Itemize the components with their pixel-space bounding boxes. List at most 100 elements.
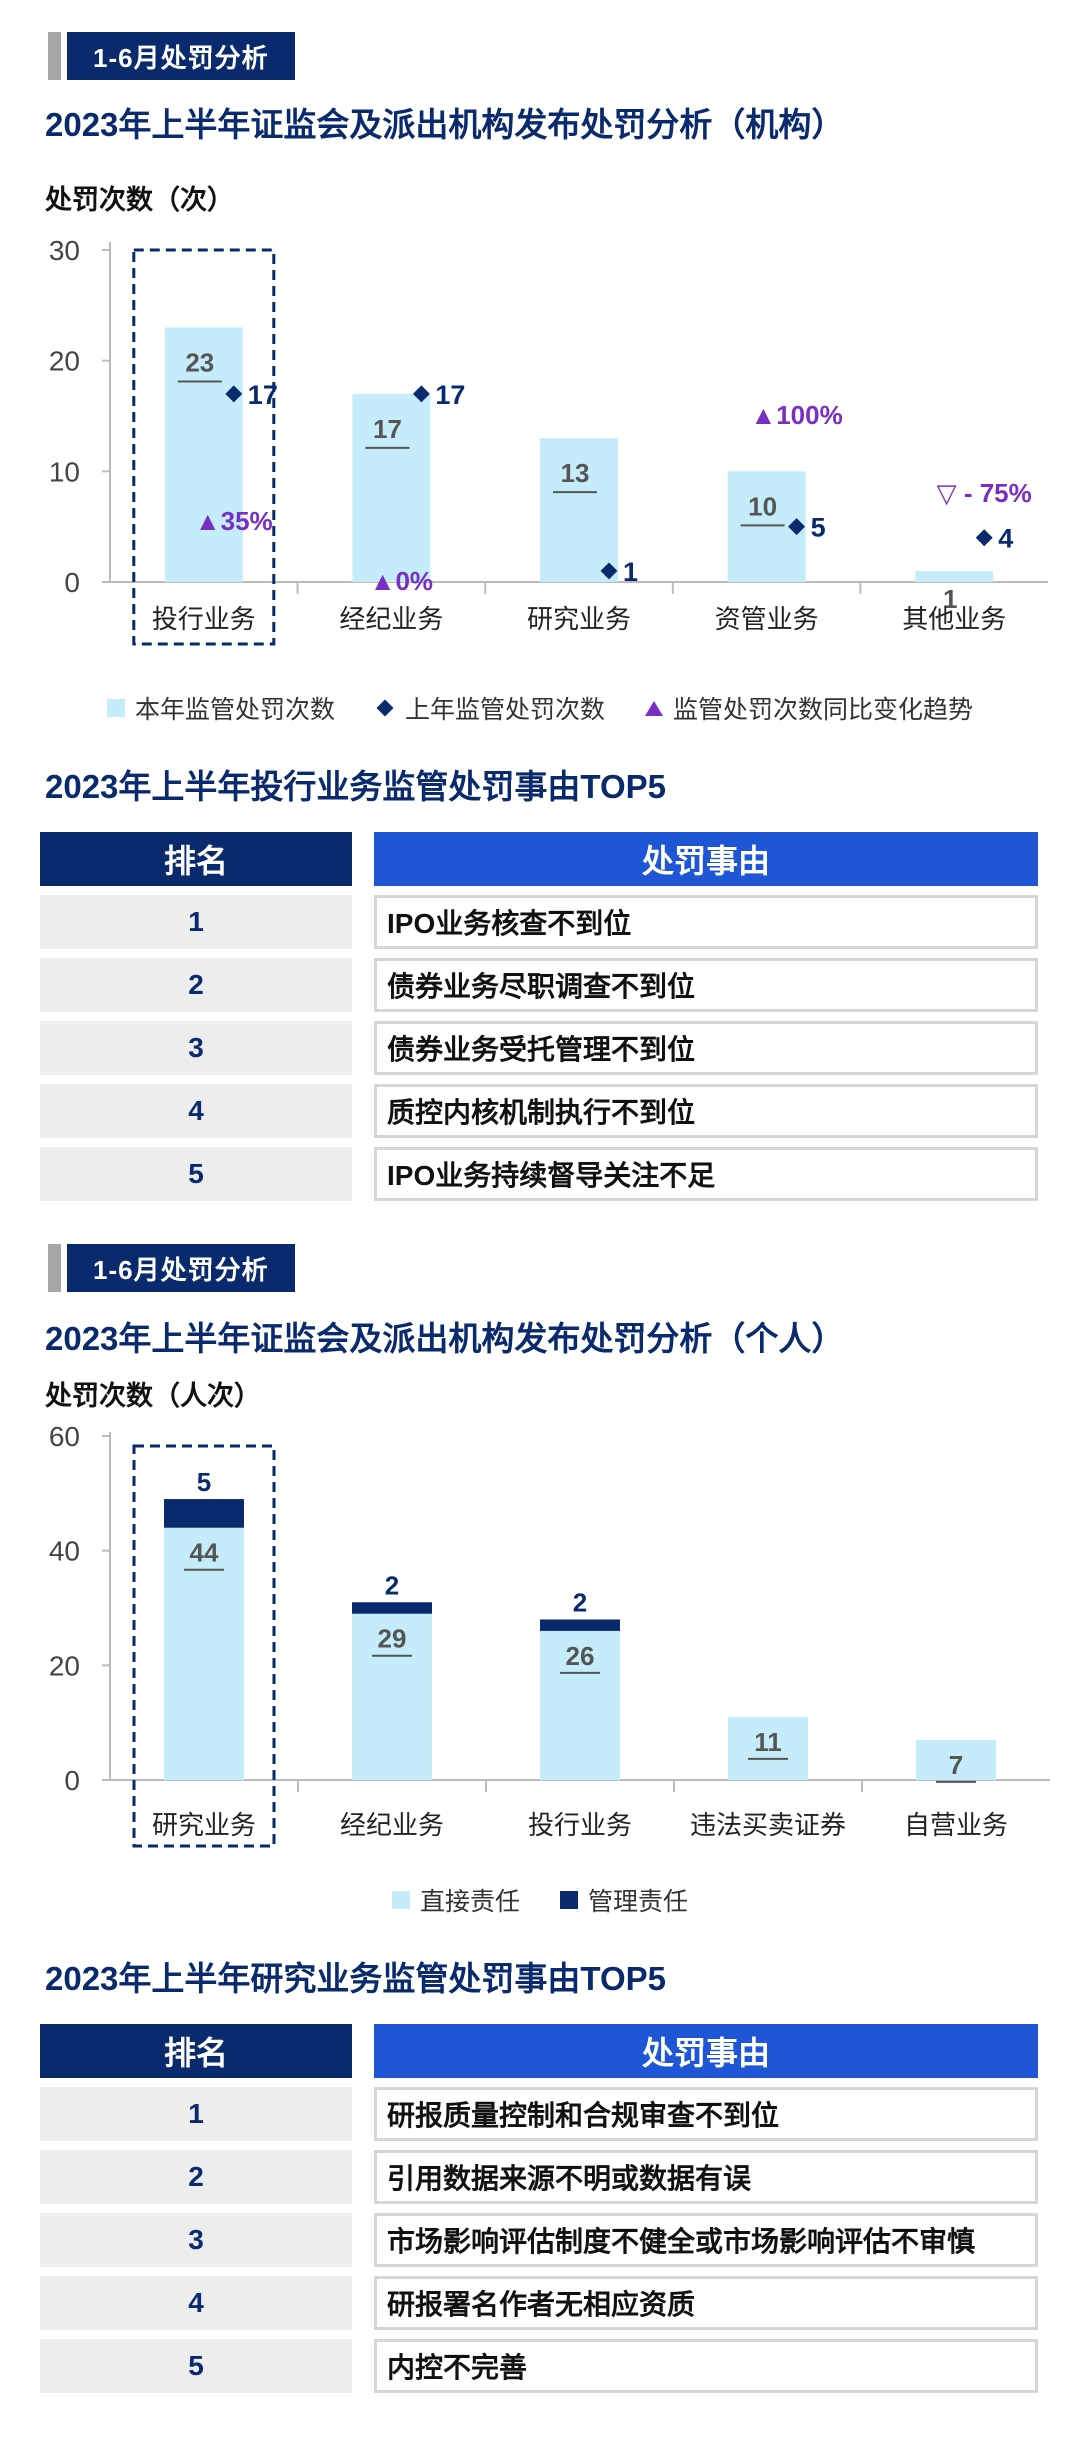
reason-cell: 研报署名作者无相应资质 <box>374 2276 1038 2330</box>
prev-year-label: 5 <box>811 513 826 543</box>
rank-cell: 5 <box>40 1147 352 1201</box>
x-category-label: 经纪业务 <box>340 1810 444 1840</box>
bar-direct-label: 26 <box>566 1641 595 1671</box>
y-tick-label: 60 <box>49 1421 80 1452</box>
header-reason: 处罚事由 <box>374 832 1038 886</box>
prev-year-diamond <box>975 529 993 547</box>
legend-item: 监管处罚次数同比变化趋势 <box>645 690 973 726</box>
bar-management <box>540 1619 620 1631</box>
section-tag-label: 1-6月处罚分析 <box>67 32 295 80</box>
bar <box>540 438 618 582</box>
bar-direct <box>540 1630 620 1780</box>
reason-cell: 内控不完善 <box>374 2339 1038 2393</box>
bar <box>915 570 994 582</box>
y-tick-label: 40 <box>49 1536 80 1567</box>
table2: 排名 处罚事由 1 研报质量控制和合规审查不到位 2 引用数据来源不明或数据有误… <box>40 2024 1038 2402</box>
prev-year-diamond <box>225 385 243 403</box>
x-category-label: 投行业务 <box>528 1810 632 1840</box>
bar-direct <box>728 1716 808 1780</box>
prev-year-diamond <box>600 562 618 580</box>
legend-diamond-swatch <box>376 699 394 717</box>
rank-cell: 2 <box>40 2150 352 2204</box>
bar-direct-label: 44 <box>190 1538 219 1568</box>
tag-accent-bar <box>48 1244 61 1292</box>
table-header: 排名 处罚事由 <box>40 2024 1038 2078</box>
section-tag-label: 1-6月处罚分析 <box>67 1244 295 1292</box>
y-tick-label: 30 <box>49 235 80 266</box>
reason-cell: IPO业务持续督导关注不足 <box>374 1147 1038 1201</box>
section-tag-2: 1-6月处罚分析 <box>48 1244 295 1292</box>
reason-cell: 质控内核机制执行不到位 <box>374 1084 1038 1138</box>
table1: 排名 处罚事由 1 IPO业务核查不到位 2 债券业务尽职调查不到位 3 债券业… <box>40 832 1038 1210</box>
reason-cell: 债券业务尽职调查不到位 <box>374 958 1038 1012</box>
reason-cell: 债券业务受托管理不到位 <box>374 1021 1038 1075</box>
y-tick-label: 0 <box>64 1765 80 1796</box>
table-row: 2 债券业务尽职调查不到位 <box>40 958 1038 1012</box>
x-category-label: 研究业务 <box>152 1810 256 1840</box>
rank-cell: 3 <box>40 2213 352 2267</box>
tag-accent-bar <box>48 32 61 80</box>
table-row: 1 研报质量控制和合规审查不到位 <box>40 2087 1038 2141</box>
prev-year-diamond <box>788 518 806 536</box>
chart1-ylabel: 处罚次数（次） <box>45 185 234 215</box>
prev-year-diamond <box>412 385 430 403</box>
chart1-institution-penalties: 01020302317投行业务1717经纪业务131研究业务105资管业务14其… <box>49 235 1048 646</box>
x-category-label: 研究业务 <box>527 604 631 634</box>
trend-label: ▽ - 75% <box>937 478 1032 508</box>
bar-management-label: 5 <box>197 1467 211 1497</box>
prev-year-label: 17 <box>435 380 465 410</box>
x-category-label: 违法买卖证券 <box>690 1810 846 1840</box>
header-rank: 排名 <box>40 2024 352 2078</box>
highlight-box <box>132 248 276 646</box>
bar-value-label: 13 <box>561 458 590 488</box>
bar-management <box>164 1499 244 1528</box>
bar-value-label: 10 <box>748 491 777 521</box>
y-tick-label: 20 <box>49 346 80 377</box>
table-row: 2 引用数据来源不明或数据有误 <box>40 2150 1038 2204</box>
chart2-individual-penalties: 0 20 40 60 44 5 研究业务 29 2 经纪业务 26 2 投行业务 11 违法买卖证券 7 自营业… <box>49 1421 1050 1848</box>
rank-cell: 3 <box>40 1021 352 1075</box>
rank-cell: 2 <box>40 958 352 1012</box>
legend-direct-swatch <box>391 1891 410 1909</box>
bar-direct-label: 11 <box>754 1727 782 1757</box>
y-tick-label: 10 <box>49 456 80 487</box>
legend-management-swatch <box>560 1891 578 1909</box>
x-category-label: 其他业务 <box>902 604 1006 634</box>
bar-direct <box>352 1613 432 1780</box>
legend-triangle-swatch <box>645 700 663 716</box>
bar-management <box>352 1602 432 1614</box>
chart1-title: 2023年上半年证监会及派出机构发布处罚分析（机构） <box>45 106 845 143</box>
chart1-legend: 本年监管处罚次数 上年监管处罚次数 监管处罚次数同比变化趋势 <box>0 690 1080 726</box>
bar-direct-label: 7 <box>949 1750 963 1780</box>
x-category-label: 投行业务 <box>152 604 256 634</box>
y-tick-label: 20 <box>49 1650 80 1681</box>
bar-direct-label: 29 <box>378 1624 407 1654</box>
rank-cell: 4 <box>40 2276 352 2330</box>
table-row: 5 内控不完善 <box>40 2339 1038 2393</box>
bar-value-label: 23 <box>185 347 214 377</box>
reason-cell: IPO业务核查不到位 <box>374 895 1038 949</box>
x-category-label: 自营业务 <box>904 1810 1008 1840</box>
bar-management-label: 2 <box>573 1587 587 1617</box>
table-row: 3 债券业务受托管理不到位 <box>40 1021 1038 1075</box>
table-row: 4 研报署名作者无相应资质 <box>40 2276 1038 2330</box>
legend-label: 直接责任 <box>419 1888 520 1916</box>
chart2-legend: 直接责任 管理责任 <box>0 1882 1080 1918</box>
prev-year-label: 4 <box>998 524 1013 554</box>
table-header: 排名 处罚事由 <box>40 832 1038 886</box>
section-tag-1: 1-6月处罚分析 <box>48 32 295 80</box>
legend-bar-swatch <box>106 699 125 717</box>
header-rank: 排名 <box>40 832 352 886</box>
highlight-box <box>132 1444 276 1848</box>
trend-label: ▲0% <box>370 566 433 596</box>
y-tick-label: 0 <box>64 567 80 598</box>
bar-management-label: 2 <box>385 1570 399 1600</box>
bar <box>352 393 431 582</box>
legend-label: 上年监管处罚次数 <box>404 696 605 724</box>
table-row: 3 市场影响评估制度不健全或市场影响评估不审慎 <box>40 2213 1038 2267</box>
x-category-label: 资管业务 <box>715 604 819 634</box>
reason-cell: 市场影响评估制度不健全或市场影响评估不审慎 <box>374 2213 1038 2267</box>
reason-cell: 引用数据来源不明或数据有误 <box>374 2150 1038 2204</box>
bar-value-label: 17 <box>373 414 402 444</box>
legend-item: 直接责任 <box>391 1882 520 1918</box>
